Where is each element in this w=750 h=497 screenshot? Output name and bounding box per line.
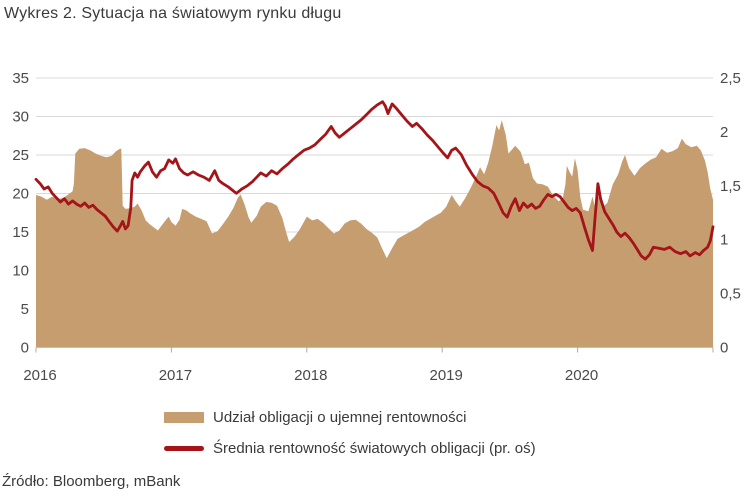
right-axis-tick-label: 2,5 [720,70,741,87]
negative-yield-share-area-series [36,120,713,348]
legend: Udział obligacji o ujemnej rentowności Ś… [164,405,536,467]
right-axis-tick-label: 2 [720,124,728,141]
left-axis-tick-label: 25 [12,147,29,164]
x-axis-year-label: 2020 [565,367,598,384]
left-axis-tick-label: 10 [12,263,29,280]
legend-label-area: Udział obligacji o ujemnej rentowności [213,408,467,426]
source-note: Źródło: Bloomberg, mBank [2,473,181,490]
left-axis-tick-label: 20 [12,186,29,203]
x-axis-year-label: 2016 [23,367,56,384]
left-axis-tick-label: 35 [12,70,29,87]
average-yield-line-series [34,100,715,261]
legend-label-line: Średnia rentowność światowych obligacji … [213,439,536,457]
right-axis-tick-label: 1 [720,232,728,249]
right-axis-tick-label: 0,5 [720,286,741,303]
chart-title: Wykres 2. Sytuacja na światowym rynku dł… [4,5,342,22]
legend-item-area: Udział obligacji o ujemnej rentowności [164,405,536,429]
right-axis-tick-label: 0 [720,340,728,357]
left-axis-tick-label: 15 [12,224,29,241]
plot-area: 35 30 25 20 15 10 5 0 2,5 2 1,5 1 0,5 0 … [12,70,741,384]
line-series-swatch [164,445,204,451]
x-axis-tick-marks [35,347,714,353]
legend-item-line: Średnia rentowność światowych obligacji … [164,436,536,460]
area-series-swatch [164,411,204,423]
left-axis-tick-label: 0 [21,340,29,357]
right-axis-tick-label: 1,5 [720,178,741,195]
x-axis-year-label: 2018 [294,367,327,384]
x-axis-year-label: 2017 [159,367,192,384]
left-axis-tick-label: 30 [12,109,29,126]
left-axis-tick-label: 5 [21,301,29,318]
x-axis-year-label: 2019 [430,367,463,384]
